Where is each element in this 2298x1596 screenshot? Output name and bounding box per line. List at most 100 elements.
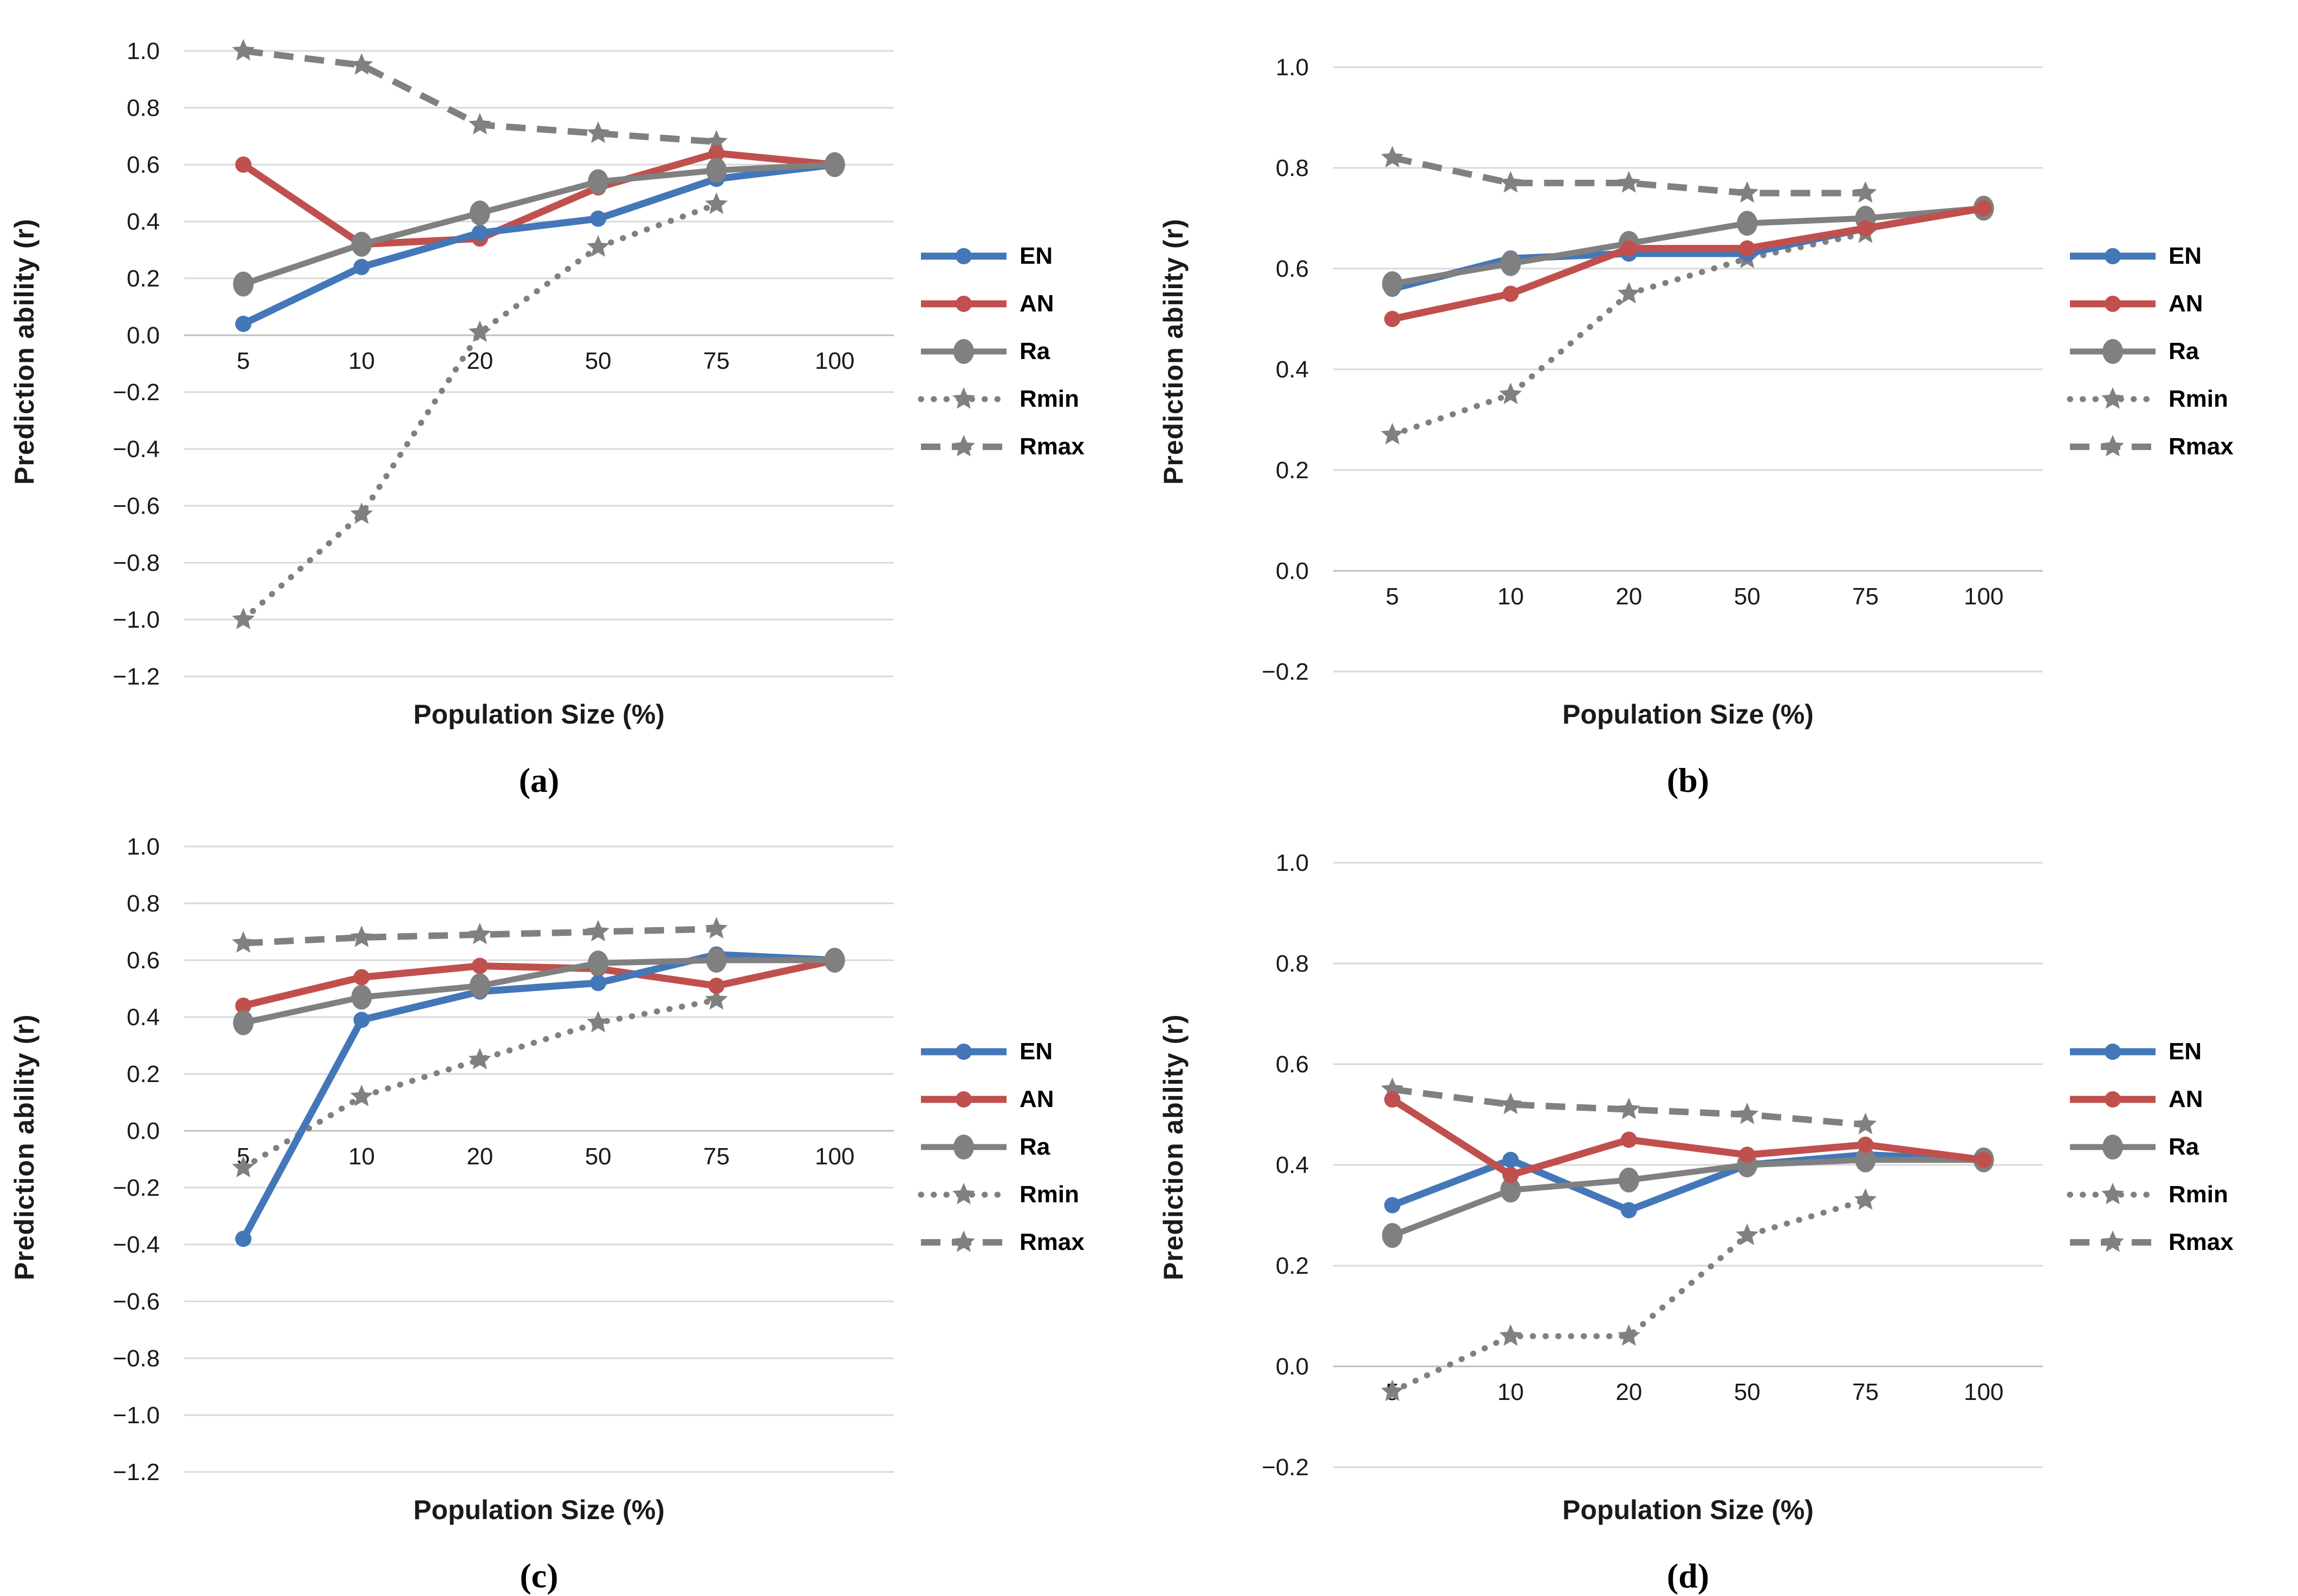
x-tick-label: 20: [1615, 583, 1642, 610]
legend-swatch-AN-icon: [921, 296, 1007, 312]
series-line-Rmax: [243, 926, 717, 947]
data-point-marker: [705, 988, 728, 1010]
caption-a: (a): [518, 761, 560, 799]
data-point-marker: [2102, 339, 2123, 364]
series-line-Ra: [242, 161, 835, 287]
series-line-Ra: [1391, 1157, 1984, 1239]
x-tick-label: 50: [585, 1143, 612, 1170]
data-point-marker: [2105, 296, 2121, 312]
series-Ra: [233, 948, 845, 1035]
y-axis-title-b: Prediction ability (r): [1158, 218, 1189, 485]
legend-item-Rmax: Rmax: [918, 1229, 1085, 1256]
x-tick-label: 5: [237, 348, 250, 374]
series-line-EN: [1391, 1151, 1984, 1214]
data-point-marker: [2105, 1091, 2121, 1108]
data-point-marker: [2101, 1183, 2124, 1204]
y-tick-label: 0.6: [1276, 256, 1309, 282]
series-Rmin: [232, 988, 728, 1177]
y-tick-label: 0.6: [127, 947, 160, 974]
data-point-marker: [708, 978, 725, 994]
data-point-marker: [1854, 181, 1877, 203]
legend-item-EN: EN: [2067, 1038, 2202, 1065]
data-point-marker: [1620, 1202, 1637, 1219]
legend-item-Rmin: Rmin: [2067, 386, 2228, 413]
y-tick-label: −1.0: [113, 607, 160, 633]
panel-a: Prediction ability (r) 1.0 0.8 0.6 0.4 0.2 0.…: [0, 0, 1149, 799]
data-point-marker: [2101, 435, 2124, 457]
legend-item-Rmin: Rmin: [2067, 1181, 2228, 1208]
y-tick-label: 1.0: [127, 833, 160, 860]
y-tick-label: 0.6: [127, 152, 160, 178]
series-Rmax: [232, 39, 728, 152]
data-point-marker: [471, 225, 488, 241]
legend-c: EN AN Ra Rmin Rmax: [905, 803, 1149, 1491]
legend-item-Rmin: Rmin: [918, 386, 1079, 413]
data-point-marker: [350, 53, 373, 75]
plot-row-b: Prediction ability (r) 1.0 0.8 0.6 0.4 0.2 0.…: [1149, 8, 2298, 695]
legend-swatch-Rmax-icon: [2070, 1230, 2156, 1252]
legend-item-EN: EN: [918, 1038, 1053, 1065]
data-point-marker: [1384, 1091, 1401, 1108]
data-point-marker: [1617, 282, 1640, 304]
legend-d: EN AN Ra Rmin Rmax: [2054, 803, 2298, 1491]
legend-swatch-Ra-icon: [2070, 339, 2156, 364]
gridlines: [184, 50, 894, 678]
data-point-marker: [471, 957, 488, 974]
data-point-marker: [1502, 1151, 1519, 1168]
data-point-marker: [1617, 1324, 1640, 1346]
legend-item-Rmax: Rmax: [918, 433, 1085, 460]
data-point-marker: [1502, 1167, 1519, 1183]
data-point-marker: [351, 985, 372, 1010]
legend-label-Rmin: Rmin: [1020, 386, 1079, 412]
plot-row-a: Prediction ability (r) 1.0 0.8 0.6 0.4 0.2 0.…: [0, 8, 1149, 695]
chart-b-plot: 1.0 0.8 0.6 0.4 0.2 0.0 −0.2 5 10 20 50 75 100: [1262, 54, 2043, 685]
data-point-marker: [587, 235, 610, 257]
data-point-marker: [1499, 382, 1522, 405]
data-point-marker: [1854, 1188, 1877, 1210]
x-axis-title-b: Population Size (%): [1562, 699, 1814, 729]
data-point-marker: [952, 387, 975, 409]
data-point-marker: [2102, 1135, 2123, 1159]
y-tick-label: −0.2: [113, 1175, 160, 1201]
data-point-marker: [468, 1047, 491, 1070]
legend-b: EN AN Ra Rmin Rmax: [2054, 8, 2298, 695]
data-point-marker: [1736, 1103, 1759, 1124]
legend-label-Ra: Ra: [1020, 338, 1050, 364]
data-point-marker: [952, 1183, 975, 1204]
y-tick-label: 0.8: [1276, 155, 1309, 181]
series-Rmin: [1381, 1188, 1877, 1402]
data-point-marker: [588, 950, 609, 976]
y-tick-label: 0.6: [1276, 1051, 1309, 1078]
data-point-marker: [1620, 1131, 1637, 1148]
legend-swatch-EN-icon: [2070, 1044, 2156, 1060]
data-point-marker: [1502, 285, 1519, 302]
gridlines: [1333, 66, 2043, 673]
legend-item-AN: AN: [2067, 290, 2203, 317]
data-point-marker: [233, 271, 254, 297]
data-point-marker: [953, 1135, 974, 1159]
data-point-marker: [956, 1091, 972, 1108]
caption-d: (d): [1666, 1556, 1710, 1595]
x-tick-label: 75: [1852, 583, 1879, 610]
data-point-marker: [1500, 251, 1521, 276]
data-point-marker: [351, 232, 372, 257]
data-point-marker: [1975, 1151, 1992, 1168]
data-point-marker: [235, 998, 252, 1014]
legend-label-AN: AN: [2169, 290, 2203, 317]
gridlines: [1333, 862, 2043, 1468]
legend-swatch-Rmin-icon: [2067, 1183, 2159, 1204]
data-point-marker: [587, 121, 610, 143]
y-tick-label: −0.2: [1262, 1454, 1309, 1481]
legend-swatch-AN-icon: [2070, 1091, 2156, 1108]
legend-label-EN: EN: [1020, 243, 1053, 269]
data-point-marker: [1739, 240, 1756, 257]
legend-label-EN: EN: [2169, 243, 2202, 269]
series-line-Rmin: [240, 201, 719, 623]
series-line-Rmin: [1389, 230, 1868, 438]
y-axis-title-c: Prediction ability (r): [9, 1014, 40, 1280]
y-tick-label: −0.2: [1262, 659, 1309, 685]
series-line-Rmax: [1391, 154, 1866, 197]
y-tick-label: −1.2: [113, 663, 160, 690]
x-axis-title-c: Population Size (%): [413, 1495, 665, 1525]
